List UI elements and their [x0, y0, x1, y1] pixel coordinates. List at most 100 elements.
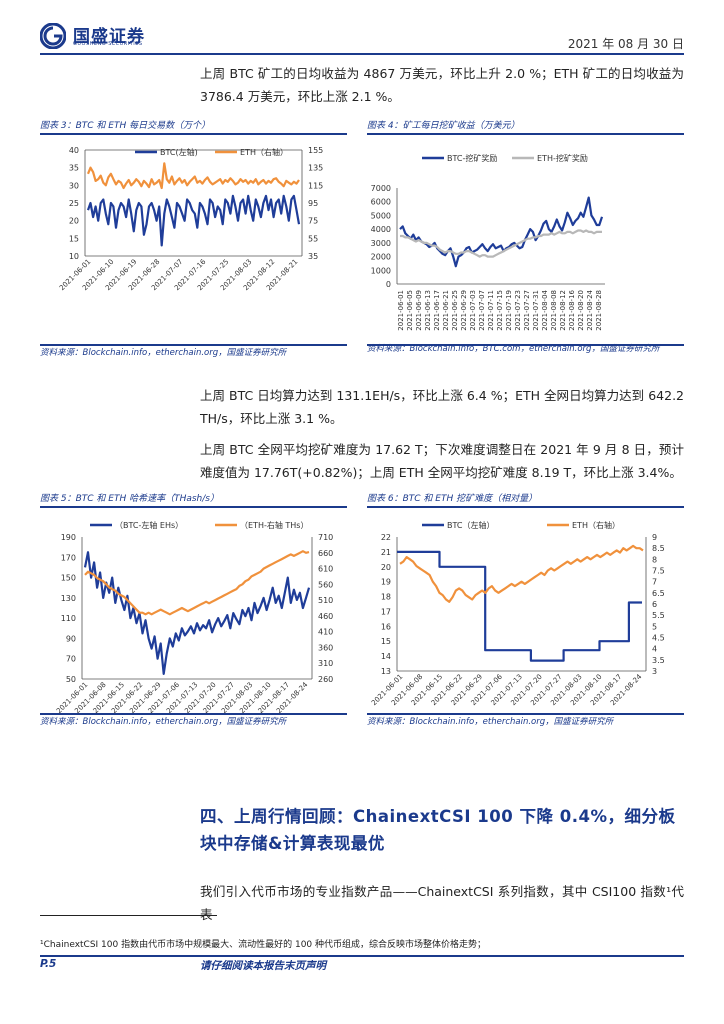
x-tick-label: 2021-06-01 [397, 290, 405, 331]
y-tick-label-left: 1000 [371, 266, 391, 275]
y-tick-label-right: 410 [318, 628, 333, 637]
x-tick-label: 2021-08-08 [550, 290, 558, 331]
x-tick-label: 2021-08-04 [541, 289, 549, 330]
fig3-title: 图表 3：BTC 和 ETH 每日交易数（万个） [40, 121, 211, 131]
y-tick-label-left: 5000 [371, 211, 391, 220]
y-tick-label-right: 510 [318, 596, 333, 605]
fig5-bottom-rule [40, 713, 347, 715]
y-tick-label-left: 35 [69, 164, 79, 173]
y-tick-label-right: 5 [652, 622, 657, 631]
series-line-btc [83, 551, 311, 675]
fig6-source: 资料来源：Blockchain.info，etherchain.org，国盛证券… [367, 717, 614, 727]
y-tick-label-right: 660 [318, 549, 333, 558]
x-tick-label: 2021-08-24 [586, 289, 594, 330]
paragraph-miner-revenue: 上周 BTC 矿工的日均收益为 4867 万美元，环比上升 2.0 %；ETH … [200, 66, 684, 104]
series-line-btc [86, 194, 301, 247]
x-tick-label: 2021-08-28 [595, 290, 603, 331]
x-tick-label: 2021-07-19 [505, 290, 513, 331]
y-tick-label-right: 7 [652, 578, 657, 587]
fig6-chart: 22 21 20 19 18 17 16 15 14 13 9 8.5 8 7.5 7 6.5 6 5.5 5 4.5… [370, 520, 665, 707]
fig4-title-rule [367, 133, 684, 135]
y-tick-label-left: 15 [69, 234, 79, 243]
x-tick-label: 2021-06-25 [451, 290, 459, 331]
y-tick-label-right: 8 [652, 555, 657, 564]
y-tick-label-left: 110 [61, 614, 76, 623]
fig5-source: 资料来源：Blockchain.info，etherchain.org，国盛证券… [40, 717, 287, 727]
fig4-bottom-rule [367, 344, 684, 346]
y-tick-label-left: 20 [69, 217, 79, 226]
fig4-title: 图表 4：矿工每日挖矿收益（万美元） [367, 121, 520, 131]
x-tick-label: 2021-07-07 [478, 290, 486, 331]
series-line-btc [397, 550, 642, 662]
legend-label: （ETH-右轴 THs） [240, 520, 308, 530]
fig3-source: 资料来源：Blockchain.info，etherchain.org，国盛证券… [40, 348, 287, 358]
series-line-eth [399, 544, 644, 603]
y-tick-label-right: 95 [308, 199, 318, 208]
x-tick-label: 2021-08-20 [577, 290, 585, 331]
fig6-bottom-rule [367, 713, 684, 715]
x-tick-label: 2021-06-21 [442, 290, 450, 331]
x-tick-label: 2021-06-13 [424, 290, 432, 331]
paragraph-hashrate: 上周 BTC 日均算力达到 131.1EH/s，环比上涨 6.4 %；ETH 全… [200, 388, 684, 426]
y-tick-label-left: 40 [69, 146, 79, 155]
y-tick-label-left: 16 [381, 622, 391, 631]
y-tick-label-left: 4000 [371, 225, 391, 234]
y-tick-label-right: 710 [318, 533, 333, 542]
section-heading: 四、上周行情回顾：ChainextCSI 100 下降 0.4%，细分板块中存储… [200, 807, 676, 853]
y-tick-label-left: 0 [386, 280, 391, 289]
footer-rule [40, 955, 684, 957]
y-tick-label-left: 15 [381, 637, 391, 646]
y-tick-label-left: 170 [61, 553, 76, 562]
x-tick-label: 2021-06-29 [460, 290, 468, 331]
y-tick-label-right: 460 [318, 612, 333, 621]
y-tick-label-right: 155 [308, 146, 323, 155]
y-tick-label-right: 135 [308, 164, 323, 173]
fig5-chart: 190 170 150 130 110 90 70 50 710 660 610 560 510 460 4… [55, 520, 333, 713]
x-tick-label: 2021-06-09 [415, 290, 423, 331]
x-tick-label: 2021-07-15 [496, 290, 504, 331]
series-line-eth [400, 229, 602, 258]
y-tick-label-left: 6000 [371, 198, 391, 207]
legend-label: BTC（左轴） [447, 520, 495, 530]
header-rule [40, 53, 684, 55]
x-tick-label: 2021-08-12 [559, 290, 567, 331]
y-tick-label-right: 560 [318, 580, 333, 589]
y-tick-label-left: 20 [381, 563, 391, 572]
fig5-title: 图表 5：BTC 和 ETH 哈希速率（THash/s） [40, 494, 219, 504]
y-tick-label-left: 25 [69, 199, 79, 208]
fig4-source: 资料来源：Blockchain.info，BTC.com，etherchain.… [367, 344, 660, 354]
y-tick-label-left: 3000 [371, 239, 391, 248]
legend-label: ETH（右轴） [240, 147, 288, 157]
y-tick-label-left: 7000 [371, 184, 391, 193]
y-tick-label-right: 7.5 [652, 567, 665, 576]
footnote-rule [40, 915, 217, 916]
y-tick-label-right: 55 [308, 234, 318, 243]
y-tick-label-right: 310 [318, 659, 333, 668]
footnote: ¹ChainextCSI 100 指数由代币市场中规模最大、流动性最好的 100… [40, 940, 487, 950]
logo-sub: GUOSHENG SECURITIES [73, 41, 143, 47]
y-tick-label-right: 3.5 [652, 656, 665, 665]
legend-label: ETH-挖矿奖励 [537, 153, 588, 163]
x-tick-label: 2021-07-31 [532, 290, 540, 331]
series-line-eth [84, 550, 310, 616]
y-tick-label-right: 6 [652, 600, 657, 609]
paragraph-difficulty: 上周 BTC 全网平均挖矿难度为 17.62 T；下次难度调整日在 2021 年… [200, 442, 684, 480]
x-tick-label: 2021-06-05 [406, 290, 414, 331]
y-tick-label-left: 70 [66, 655, 76, 664]
y-tick-label-right: 6.5 [652, 589, 665, 598]
series-line-eth [86, 162, 300, 190]
y-tick-label-left: 150 [61, 574, 76, 583]
footer-notice: 请仔细阅读本报告末页声明 [200, 960, 326, 972]
x-tick-label: 2021-07-03 [469, 290, 477, 331]
y-tick-label-right: 115 [308, 181, 323, 190]
y-tick-label-right: 4.5 [652, 634, 665, 643]
fig5-title-rule [40, 506, 347, 508]
fig3-bottom-rule [40, 344, 347, 346]
guosheng-logo-icon [40, 23, 66, 49]
x-tick-label: 2021-06-17 [433, 290, 441, 331]
report-date: 2021 年 08 月 30 日 [567, 37, 684, 51]
y-tick-label-right: 4 [652, 645, 657, 654]
y-tick-label-left: 19 [381, 578, 391, 587]
y-tick-label-left: 190 [61, 533, 76, 542]
